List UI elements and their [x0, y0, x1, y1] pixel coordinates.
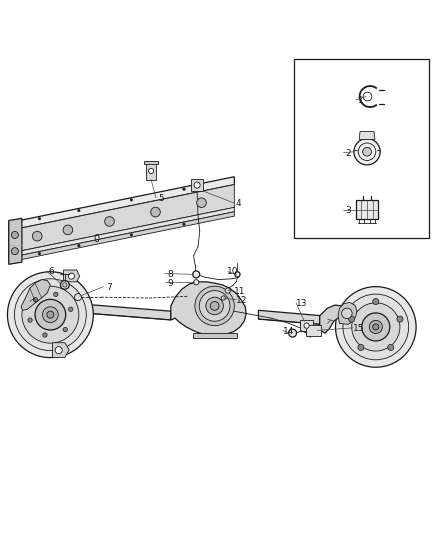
Circle shape — [60, 280, 69, 289]
Polygon shape — [338, 302, 357, 324]
Circle shape — [33, 297, 38, 302]
Polygon shape — [9, 184, 234, 253]
Circle shape — [235, 272, 240, 277]
Circle shape — [199, 290, 230, 321]
Polygon shape — [300, 320, 313, 331]
Circle shape — [63, 327, 67, 332]
Text: 11: 11 — [234, 287, 246, 296]
Circle shape — [358, 344, 364, 351]
Polygon shape — [78, 304, 171, 320]
Polygon shape — [193, 333, 237, 338]
Circle shape — [363, 147, 371, 156]
Bar — [294, 59, 429, 238]
Circle shape — [349, 316, 355, 322]
Circle shape — [53, 292, 58, 296]
Circle shape — [148, 168, 154, 174]
Text: 1: 1 — [357, 96, 364, 106]
Circle shape — [28, 318, 32, 322]
Circle shape — [35, 300, 66, 330]
Polygon shape — [320, 305, 343, 333]
Circle shape — [74, 294, 81, 301]
Circle shape — [183, 223, 185, 225]
Circle shape — [38, 217, 41, 220]
Polygon shape — [9, 219, 22, 264]
Text: 7: 7 — [106, 283, 112, 292]
Circle shape — [38, 252, 41, 255]
Circle shape — [68, 273, 74, 279]
Circle shape — [342, 308, 352, 319]
Circle shape — [195, 286, 234, 326]
Circle shape — [289, 329, 297, 337]
Circle shape — [55, 346, 62, 354]
Text: 4: 4 — [236, 199, 241, 208]
Circle shape — [354, 139, 380, 165]
Text: 2: 2 — [346, 149, 351, 158]
Text: 5: 5 — [158, 194, 164, 203]
Circle shape — [151, 207, 160, 217]
Text: 0: 0 — [93, 235, 99, 244]
Text: 14: 14 — [283, 327, 294, 336]
Polygon shape — [356, 200, 378, 219]
Circle shape — [7, 272, 93, 358]
Circle shape — [78, 244, 80, 247]
Circle shape — [43, 333, 47, 337]
Circle shape — [63, 225, 73, 235]
Polygon shape — [191, 179, 203, 191]
Circle shape — [343, 294, 409, 360]
Circle shape — [221, 296, 226, 300]
Circle shape — [183, 188, 185, 190]
Circle shape — [105, 216, 114, 226]
Text: 12: 12 — [236, 296, 247, 305]
Circle shape — [194, 280, 199, 285]
Circle shape — [11, 248, 18, 255]
Text: 3: 3 — [346, 206, 352, 215]
Circle shape — [397, 316, 403, 322]
Text: 13: 13 — [296, 299, 307, 308]
Circle shape — [78, 209, 80, 212]
Circle shape — [194, 182, 200, 188]
Circle shape — [63, 282, 67, 287]
Polygon shape — [144, 161, 158, 165]
Polygon shape — [64, 270, 80, 282]
Text: 15: 15 — [353, 324, 364, 333]
Circle shape — [352, 303, 400, 351]
Circle shape — [47, 311, 54, 318]
Circle shape — [14, 279, 86, 351]
Circle shape — [130, 199, 133, 201]
Polygon shape — [53, 343, 69, 358]
Text: 8: 8 — [167, 270, 173, 279]
Polygon shape — [21, 280, 50, 310]
Polygon shape — [9, 212, 234, 262]
Circle shape — [11, 231, 18, 238]
Polygon shape — [359, 132, 375, 140]
Circle shape — [336, 287, 416, 367]
Text: 6: 6 — [49, 267, 55, 276]
Circle shape — [130, 233, 133, 236]
Circle shape — [193, 271, 200, 278]
Polygon shape — [171, 282, 246, 336]
Circle shape — [373, 298, 379, 304]
Circle shape — [362, 313, 390, 341]
Circle shape — [206, 297, 223, 314]
Circle shape — [225, 288, 230, 293]
Polygon shape — [306, 325, 321, 336]
Text: 10: 10 — [227, 267, 239, 276]
Circle shape — [210, 302, 219, 310]
Circle shape — [388, 344, 394, 351]
Circle shape — [68, 307, 73, 311]
Circle shape — [197, 198, 206, 207]
Circle shape — [304, 323, 309, 328]
Text: 9: 9 — [167, 279, 173, 288]
Polygon shape — [258, 310, 320, 324]
Polygon shape — [9, 177, 234, 231]
Circle shape — [369, 320, 382, 334]
Circle shape — [373, 324, 379, 330]
Polygon shape — [146, 162, 156, 180]
Polygon shape — [9, 207, 234, 258]
Circle shape — [22, 286, 79, 343]
Circle shape — [42, 307, 58, 322]
Circle shape — [32, 231, 42, 241]
